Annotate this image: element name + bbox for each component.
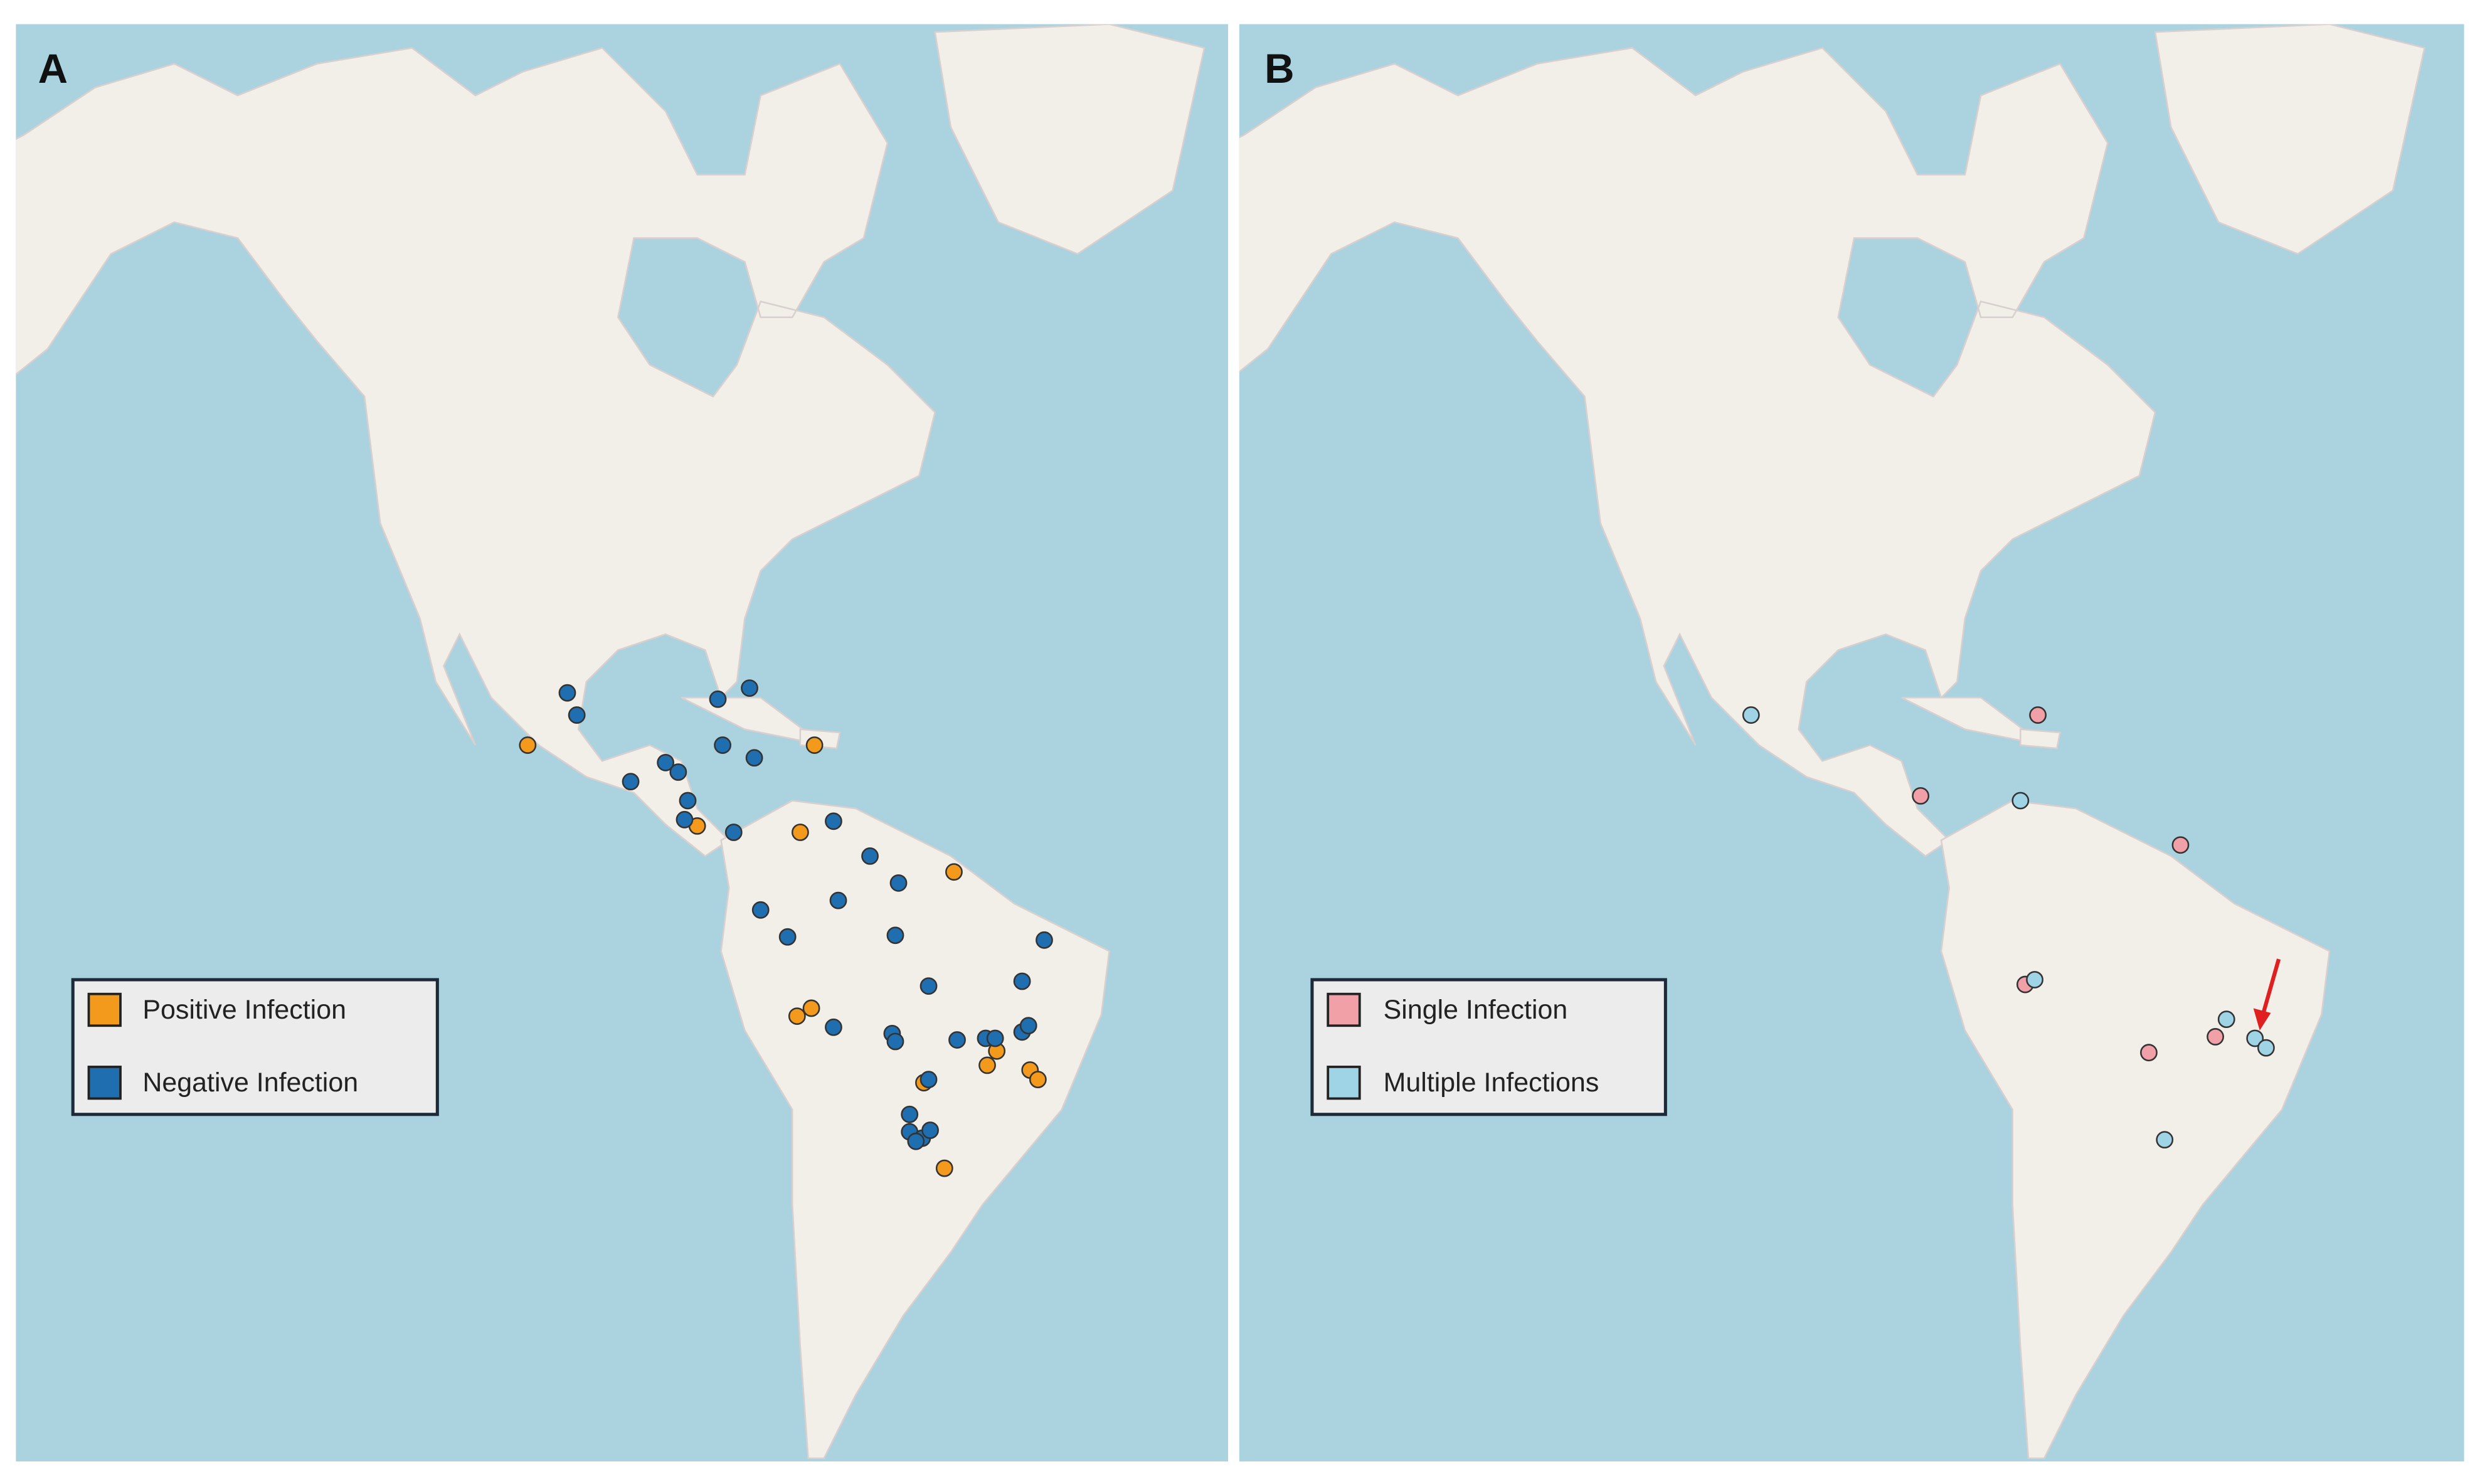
site-dot	[669, 763, 687, 781]
site-dot	[741, 679, 758, 697]
site-dot	[724, 824, 743, 841]
map-a	[16, 24, 1229, 1462]
site-dot	[568, 706, 586, 724]
site-dot	[1036, 931, 1053, 949]
site-dot	[978, 1056, 996, 1074]
arrow-head	[2253, 1008, 2271, 1031]
panel-label: B	[1264, 46, 1294, 92]
site-dot	[861, 847, 879, 865]
site-dot	[829, 891, 847, 909]
site-dot	[2026, 971, 2043, 988]
legend-swatch	[1327, 1066, 1361, 1100]
site-dot	[1742, 706, 1760, 724]
site-dot	[2140, 1044, 2158, 1062]
site-dot	[2217, 1010, 2235, 1029]
site-dot	[1019, 1017, 1037, 1035]
site-dot	[679, 792, 697, 810]
site-dot	[948, 1031, 966, 1049]
map-b	[1239, 24, 2464, 1462]
site-dot	[945, 863, 963, 881]
site-dot	[2207, 1028, 2224, 1046]
site-dot	[2156, 1131, 2174, 1149]
site-dot	[558, 684, 576, 702]
site-dot	[1029, 1071, 1047, 1089]
site-dot	[1912, 787, 1930, 805]
site-dot	[901, 1105, 919, 1123]
legend-label: Positive Infection	[142, 995, 346, 1025]
site-dot	[935, 1159, 953, 1177]
legend-swatch	[87, 992, 122, 1027]
site-dot	[921, 1121, 939, 1139]
site-dot	[709, 690, 727, 708]
site-dot	[622, 773, 640, 791]
site-dot	[886, 1032, 904, 1051]
legend-label: Single Infection	[1384, 995, 1568, 1025]
site-dot	[802, 999, 820, 1017]
site-dot	[2257, 1039, 2275, 1057]
legend: Positive Infection Negative Infection	[71, 978, 439, 1116]
site-dot	[805, 736, 824, 754]
site-dot	[825, 1018, 842, 1036]
site-dot	[825, 812, 842, 830]
site-dot	[788, 1007, 806, 1025]
site-dot	[919, 1071, 938, 1089]
site-dot	[745, 749, 763, 767]
legend-swatch	[1327, 992, 1361, 1027]
site-dot	[714, 736, 731, 754]
panel-label: A	[38, 46, 68, 92]
legend-swatch	[87, 1066, 122, 1100]
site-dot	[886, 926, 904, 945]
site-dot	[2011, 792, 2030, 810]
site-dot	[2029, 706, 2047, 724]
site-dot	[751, 901, 770, 919]
site-dot	[791, 824, 809, 841]
legend: Single Infection Multiple Infections	[1310, 978, 1667, 1116]
site-dot	[519, 736, 537, 754]
site-dot	[657, 753, 675, 771]
arrow	[2260, 958, 2281, 1015]
site-dot	[889, 874, 908, 892]
site-dot	[907, 1132, 925, 1150]
site-dot	[986, 1029, 1004, 1047]
site-dot	[2246, 1029, 2264, 1047]
legend-label: Multiple Infections	[1384, 1068, 1599, 1098]
site-dot	[919, 977, 938, 995]
site-dot	[2171, 836, 2190, 854]
legend-label: Negative Infection	[142, 1068, 358, 1098]
site-dot	[778, 928, 797, 946]
site-dot	[676, 810, 694, 829]
site-dot	[1013, 972, 1031, 990]
